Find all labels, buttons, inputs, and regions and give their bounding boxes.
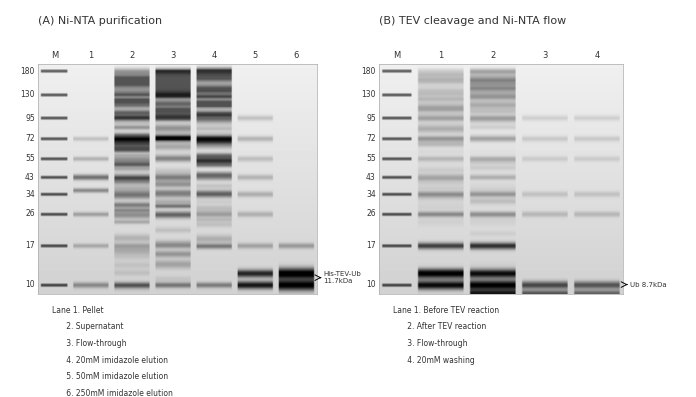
Text: (B) TEV cleavage and Ni-NTA flow: (B) TEV cleavage and Ni-NTA flow: [379, 16, 567, 26]
Text: 1: 1: [88, 51, 94, 60]
Text: 6: 6: [294, 51, 299, 60]
Text: 3: 3: [542, 51, 548, 60]
Text: 6. 250mM imidazole elution: 6. 250mM imidazole elution: [52, 389, 173, 397]
Text: 2: 2: [129, 51, 135, 60]
Text: 180: 180: [20, 67, 35, 76]
Text: 55: 55: [25, 154, 35, 163]
Text: 10: 10: [366, 280, 376, 289]
Text: M: M: [51, 51, 58, 60]
Text: 3. Flow-through: 3. Flow-through: [52, 339, 127, 348]
Text: 17: 17: [366, 241, 376, 250]
Text: 95: 95: [25, 114, 35, 123]
Text: His-TEV-Ub
11.7kDa: His-TEV-Ub 11.7kDa: [324, 271, 361, 284]
Text: 180: 180: [361, 67, 376, 76]
Text: 34: 34: [366, 189, 376, 198]
Text: 10: 10: [25, 280, 35, 289]
Text: 95: 95: [366, 114, 376, 123]
Text: 2. Supernatant: 2. Supernatant: [52, 322, 124, 331]
Text: 43: 43: [366, 173, 376, 181]
Text: 55: 55: [366, 154, 376, 163]
Text: 26: 26: [366, 210, 376, 218]
Text: 1: 1: [438, 51, 443, 60]
Text: 4. 20mM imidazole elution: 4. 20mM imidazole elution: [52, 356, 168, 365]
Text: 5. 50mM imidazole elution: 5. 50mM imidazole elution: [52, 372, 168, 382]
Text: 17: 17: [25, 241, 35, 250]
Text: (A) Ni-NTA purification: (A) Ni-NTA purification: [38, 16, 162, 26]
Text: M: M: [393, 51, 401, 60]
Text: 3. Flow-through: 3. Flow-through: [393, 339, 468, 348]
Text: 72: 72: [366, 134, 376, 143]
Text: 43: 43: [25, 173, 35, 181]
Text: 5: 5: [253, 51, 258, 60]
Text: 4. 20mM washing: 4. 20mM washing: [393, 356, 475, 365]
Text: 130: 130: [20, 91, 35, 100]
Text: Lane 1. Before TEV reaction: Lane 1. Before TEV reaction: [393, 306, 499, 315]
Text: 34: 34: [25, 189, 35, 198]
Text: 3: 3: [171, 51, 176, 60]
Text: 4: 4: [594, 51, 599, 60]
Text: 72: 72: [25, 134, 35, 143]
Text: 4: 4: [212, 51, 216, 60]
Text: Ub 8.7kDa: Ub 8.7kDa: [630, 281, 667, 287]
Text: 26: 26: [25, 210, 35, 218]
Text: 130: 130: [361, 91, 376, 100]
Text: 2: 2: [491, 51, 496, 60]
Text: Lane 1. Pellet: Lane 1. Pellet: [52, 306, 104, 315]
Text: 2. After TEV reaction: 2. After TEV reaction: [393, 322, 487, 331]
